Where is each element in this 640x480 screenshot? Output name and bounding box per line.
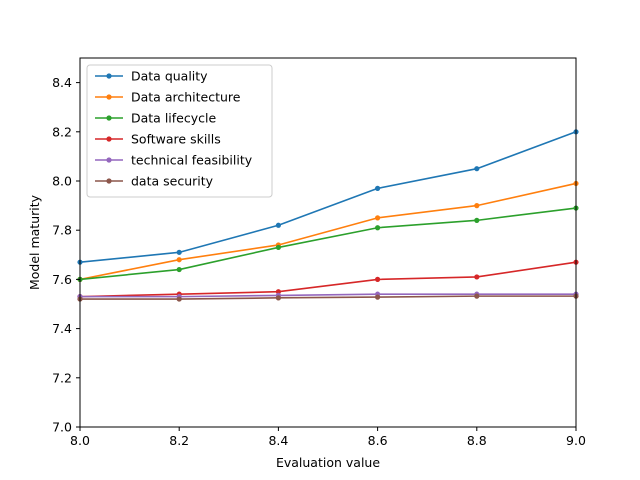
series-line	[80, 293, 576, 298]
series-0	[77, 129, 579, 265]
data-point	[275, 295, 281, 301]
data-point	[375, 215, 381, 221]
legend-swatch-marker	[106, 178, 112, 184]
data-point	[375, 225, 381, 231]
legend-swatch-marker	[106, 94, 112, 100]
legend-label: Data lifecycle	[131, 111, 216, 126]
y-tick-label: 7.4	[52, 321, 72, 336]
series-line	[79, 261, 577, 298]
legend-item: Data quality	[95, 69, 208, 84]
legend-label: Data quality	[131, 69, 208, 84]
legend-label: data security	[131, 174, 214, 189]
series-3	[77, 259, 579, 300]
data-point	[474, 217, 480, 223]
x-tick-label: 9.0	[566, 433, 586, 448]
legend-label: Software skills	[131, 132, 221, 147]
series-layer	[77, 129, 579, 302]
x-tick-label: 8.8	[467, 433, 487, 448]
legend-box	[86, 64, 273, 198]
data-point	[375, 276, 381, 282]
data-point	[474, 274, 480, 280]
data-point	[176, 266, 182, 273]
data-point	[275, 289, 281, 295]
legend-item: technical feasibility	[95, 153, 253, 168]
legend-label: Data architecture	[131, 90, 241, 105]
y-tick-label: 8.4	[52, 75, 72, 90]
legend-item: data security	[95, 174, 214, 189]
y-tick-label: 7.6	[52, 272, 72, 287]
x-tick-label: 8.2	[169, 433, 189, 448]
legend-item: Data lifecycle	[95, 111, 216, 126]
x-tick-label: 8.0	[70, 433, 90, 448]
data-point	[176, 249, 182, 255]
data-point	[375, 185, 381, 191]
legend-item: Software skills	[95, 132, 221, 147]
y-tick-label: 7.8	[52, 223, 72, 238]
x-tick-label: 8.4	[268, 433, 288, 448]
series-2	[77, 205, 579, 282]
x-axis-label: Evaluation value	[276, 455, 380, 470]
x-tick-label: 8.6	[368, 433, 388, 448]
y-tick-label: 7.2	[52, 370, 72, 385]
y-tick-label: 7.0	[52, 420, 72, 435]
data-point	[176, 296, 182, 302]
y-tick-label: 8.0	[52, 174, 72, 189]
data-point	[275, 222, 281, 228]
legend-swatch-marker	[106, 157, 112, 163]
data-point	[474, 166, 480, 172]
legend-swatch-marker	[106, 115, 112, 121]
series-line	[79, 182, 577, 281]
legend-swatch-marker	[106, 73, 112, 79]
y-axis-label: Model maturity	[27, 194, 42, 290]
series-line	[79, 207, 577, 281]
y-tick-label: 8.2	[52, 124, 72, 139]
legend: Data quality Data architecture Data lifecy…	[86, 64, 273, 198]
y-axis: 7.0 7.2 7.4 7.6 7.8 8.0 8.2 8.4	[52, 75, 80, 435]
series-line	[80, 295, 576, 300]
x-axis: 8.0 8.2 8.4 8.6 8.8 9.0	[70, 427, 586, 448]
legend-label: technical feasibility	[131, 153, 253, 168]
data-point	[275, 244, 281, 251]
plot-frame	[79, 57, 577, 428]
data-point	[474, 203, 480, 209]
legend-item: Data architecture	[95, 90, 241, 105]
data-point	[176, 257, 182, 263]
data-point	[474, 293, 480, 299]
series-line	[79, 131, 577, 263]
legend-swatch-marker	[106, 136, 112, 142]
data-point	[375, 294, 381, 300]
